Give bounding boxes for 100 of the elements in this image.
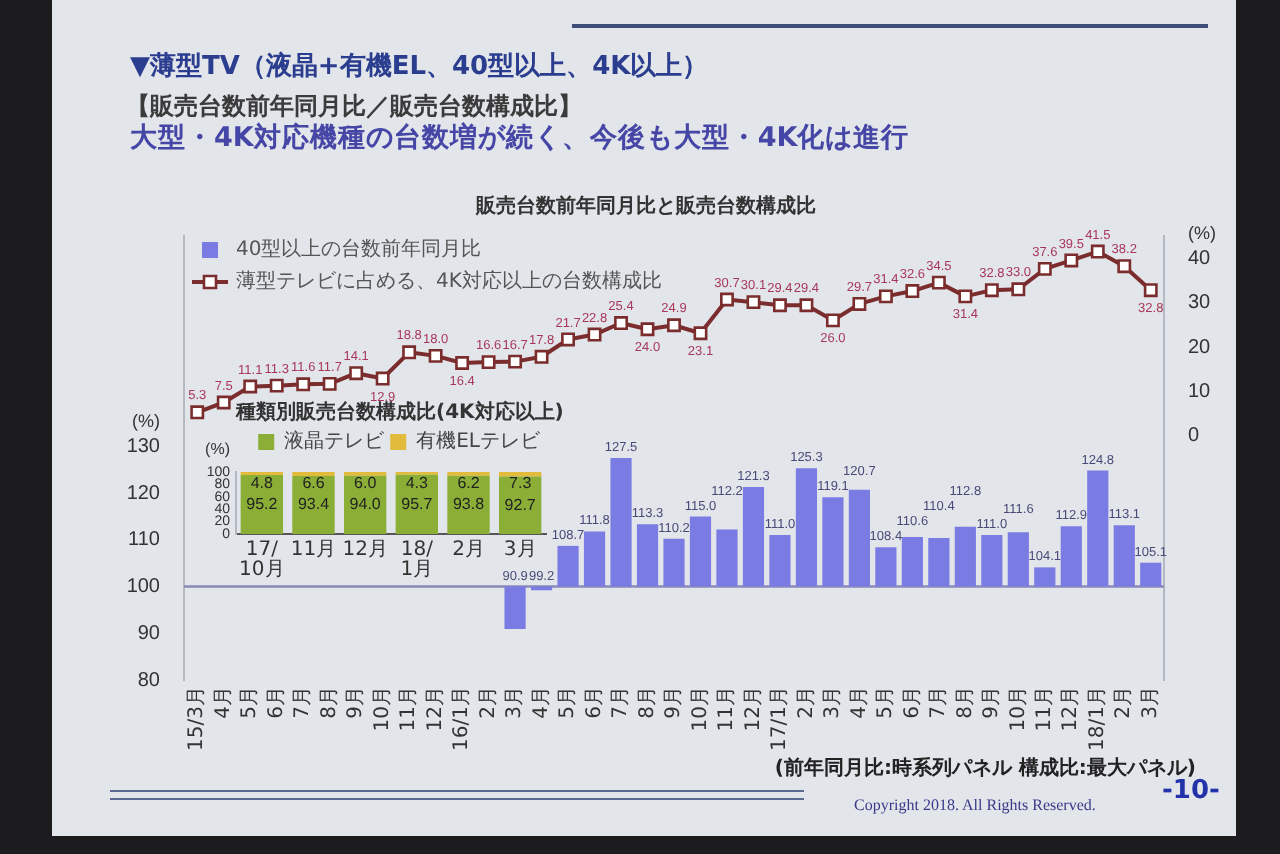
bar xyxy=(981,535,1003,587)
x-tick-label: 10月 xyxy=(689,686,712,732)
bar xyxy=(583,531,606,587)
x-tick-label: 10月 xyxy=(371,686,394,732)
data-label: 4.8 xyxy=(250,474,275,493)
y2-tick-label: 30 xyxy=(1188,292,1212,315)
bar xyxy=(504,586,526,630)
bar xyxy=(1113,525,1135,587)
x-tick-label: 5月 xyxy=(875,686,898,719)
y-axis-title: (%) xyxy=(205,440,231,459)
bar xyxy=(636,524,659,587)
bar xyxy=(769,535,791,587)
point xyxy=(402,345,417,360)
point xyxy=(243,379,258,394)
point xyxy=(852,296,867,311)
x-tick-label: 12月 xyxy=(1060,686,1083,732)
x-tick-label: 8月 xyxy=(954,686,977,719)
x-tick-label: 11月 xyxy=(290,539,337,562)
legend-label: 40型以上の台数前年同月比 xyxy=(236,237,482,262)
data-label: 95.7 xyxy=(401,494,434,513)
point xyxy=(349,366,364,381)
x-tick-label: 6月 xyxy=(901,686,924,719)
x-tick-label: 12月 xyxy=(742,686,765,732)
point xyxy=(667,318,681,333)
y-tick-label: 100 xyxy=(126,576,161,599)
x-tick-label: 9月 xyxy=(345,686,368,719)
legend-label: 液晶テレビ xyxy=(284,429,387,454)
y-axis-title: (%) xyxy=(132,411,160,432)
x-tick-label: 17/1月 xyxy=(769,686,792,751)
x-tick-label: 2月 xyxy=(795,686,818,719)
x-tick-label: 10月 xyxy=(1007,686,1030,732)
x-tick-label: 8月 xyxy=(318,686,341,719)
text: (前年同月比:時系列パネル 構成比:最大パネル) xyxy=(774,758,1196,780)
bar xyxy=(1087,470,1109,587)
x-tick-label: 4月 xyxy=(848,686,871,719)
bar xyxy=(663,538,685,587)
point xyxy=(269,378,284,393)
point xyxy=(1064,253,1079,268)
data-label: 6.2 xyxy=(457,474,481,493)
x-tick-label: 9月 xyxy=(981,686,1004,719)
y2-tick-label: 10 xyxy=(1188,380,1212,403)
bar xyxy=(822,497,844,587)
data-label: 7.3 xyxy=(509,474,533,493)
point xyxy=(772,298,787,313)
x-tick-label: 12月 xyxy=(342,539,388,562)
point xyxy=(1143,283,1158,298)
point xyxy=(1011,282,1026,297)
x-tick-label: 6月 xyxy=(583,686,606,719)
data-label: 93.4 xyxy=(297,495,331,514)
y2-tick-label: 0 xyxy=(1188,425,1200,448)
bar xyxy=(954,526,976,587)
bar xyxy=(1140,562,1162,587)
legend-label: 有機ELテレビ xyxy=(416,429,542,454)
point xyxy=(905,284,920,299)
point xyxy=(746,295,761,310)
bar xyxy=(901,536,923,587)
x-tick-label: 3月 xyxy=(503,539,537,562)
text: 大型・4K対応機種の台数増が続く、今後も大型・4K化は進行 xyxy=(130,122,910,156)
text: Copyright 2018. All Rights Reserved. xyxy=(854,796,1096,815)
point xyxy=(614,316,628,330)
point xyxy=(561,332,576,347)
bar xyxy=(610,458,632,587)
x-tick-label: 9月 xyxy=(663,686,686,719)
point xyxy=(799,298,814,313)
x-tick-label: 7月 xyxy=(292,686,315,719)
point xyxy=(216,395,231,410)
y-tick-label: 130 xyxy=(126,435,161,458)
data-label: 94.0 xyxy=(349,495,382,514)
point xyxy=(720,292,734,307)
x-tick-label: 3月 xyxy=(504,686,527,719)
x-tick-label: 11月 xyxy=(1034,686,1056,732)
chart-title: 種類別販売台数構成比(4K対応以上) xyxy=(234,400,564,425)
point xyxy=(481,355,496,370)
point xyxy=(825,313,840,328)
bar xyxy=(1034,567,1056,587)
point xyxy=(587,327,602,342)
bar xyxy=(742,486,765,587)
x-tick-label: 5月 xyxy=(557,686,580,719)
x-tick-label: 7月 xyxy=(928,686,951,719)
x-tick-label: 7月 xyxy=(610,686,633,719)
x-tick-label: 12月 xyxy=(424,686,447,732)
chart-title: ▼薄型TV（液晶+有機EL、40型以上、4K以上） xyxy=(130,52,709,84)
y-tick-label: 80 xyxy=(137,669,161,692)
x-tick-label: 16/1月 xyxy=(451,686,474,751)
x-tick-label: 2月 xyxy=(1113,686,1136,719)
bar xyxy=(1060,526,1082,587)
x-tick-label: 3月 xyxy=(1139,686,1162,719)
bar xyxy=(689,516,712,587)
x-tick-label: 6月 xyxy=(265,686,288,719)
x-tick-label: 2月 xyxy=(477,686,500,719)
point xyxy=(640,322,655,337)
legend-label: 薄型テレビに占める、4K対応以上の台数構成比 xyxy=(236,269,662,294)
text: 販売台数前年同月比と販売台数構成比 xyxy=(476,196,816,219)
point xyxy=(190,405,205,420)
x-tick-label: 3月 xyxy=(822,686,845,719)
x-tick-label: 11月 xyxy=(398,686,421,732)
point xyxy=(375,371,390,386)
point xyxy=(931,275,946,290)
data-label: 6.0 xyxy=(354,474,378,493)
text: -10- xyxy=(1162,776,1220,808)
